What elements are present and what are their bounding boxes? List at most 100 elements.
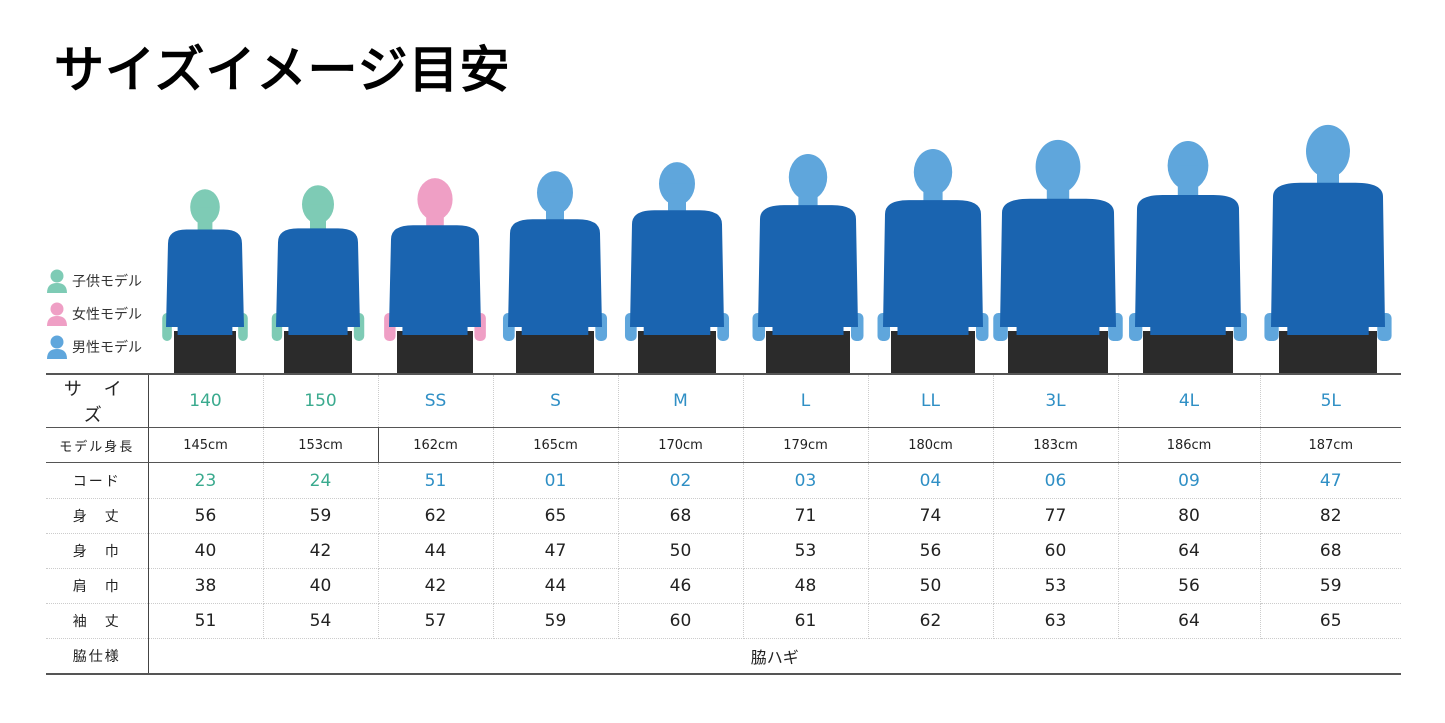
- table-row: コード 23 24 51 01 02 03 04 06 09 47: [46, 462, 1401, 499]
- table-row: 肩 巾 38 40 42 44 46 48 50 53 56 59: [46, 568, 1401, 604]
- cell: 47: [1260, 462, 1401, 499]
- row-label: 脇仕様: [46, 638, 149, 675]
- table-row: 身 丈 56 59 62 65 68 71 74 77 80 82: [46, 498, 1401, 534]
- cell: 74: [868, 498, 994, 534]
- model-figure: [502, 171, 608, 373]
- cell: 183cm: [993, 427, 1119, 463]
- cell: 09: [1118, 462, 1261, 499]
- cell: 04: [868, 462, 994, 499]
- cell: 187cm: [1260, 427, 1401, 463]
- cell: 53: [993, 568, 1119, 604]
- cell: 63: [993, 603, 1119, 639]
- cell: 82: [1260, 498, 1401, 534]
- cell: 162cm: [377, 427, 494, 463]
- cell: 44: [493, 568, 619, 604]
- row-label: 袖 丈: [46, 603, 149, 639]
- cell: 140: [148, 373, 264, 428]
- cell: 150: [263, 373, 379, 428]
- table-row: 袖 丈 51 54 57 59 60 61 62 63 64 65: [46, 603, 1401, 639]
- cell: 3L: [993, 373, 1119, 428]
- cell: 71: [743, 498, 869, 534]
- cell: 61: [743, 603, 869, 639]
- person-icon: [47, 269, 67, 293]
- cell: 186cm: [1118, 427, 1261, 463]
- cell: 38: [148, 568, 264, 604]
- model-figure: [384, 178, 486, 373]
- cell: 03: [743, 462, 869, 499]
- model-figure: [877, 149, 989, 373]
- cell: 60: [993, 533, 1119, 569]
- table-row: モデル身長 145cm 153cm 162cm 165cm 170cm 179cm 180cm…: [46, 427, 1401, 463]
- cell: LL: [868, 373, 994, 428]
- cell: 56: [148, 498, 264, 534]
- cell: 77: [993, 498, 1119, 534]
- model-figure: [624, 162, 730, 373]
- cell: 170cm: [618, 427, 744, 463]
- cell: 65: [493, 498, 619, 534]
- cell: S: [493, 373, 619, 428]
- cell: 68: [1260, 533, 1401, 569]
- model-figures: [162, 124, 1392, 373]
- cell: 46: [618, 568, 744, 604]
- cell: 50: [868, 568, 994, 604]
- cell: 40: [148, 533, 264, 569]
- table-row: サ イ ズ 140 150 SS S M L LL 3L 4L 5L: [46, 373, 1401, 428]
- cell: L: [743, 373, 869, 428]
- model-figure: [1264, 124, 1392, 373]
- cell: 50: [618, 533, 744, 569]
- legend-label: 子供モデル: [72, 274, 142, 290]
- cell: 56: [1118, 568, 1261, 604]
- cell: 06: [993, 462, 1119, 499]
- cell: 179cm: [743, 427, 869, 463]
- cell: 47: [493, 533, 619, 569]
- legend-item: 男性モデル: [46, 334, 142, 360]
- legend-item: 女性モデル: [46, 301, 142, 327]
- model-figure: [271, 185, 365, 373]
- cell: 180cm: [868, 427, 994, 463]
- cell: 54: [263, 603, 379, 639]
- cell: 23: [148, 462, 264, 499]
- cell: 4L: [1118, 373, 1261, 428]
- cell: 44: [378, 533, 494, 569]
- legend-item: 子供モデル: [46, 268, 142, 294]
- cell: 01: [493, 462, 619, 499]
- cell: 68: [618, 498, 744, 534]
- model-figure: [1129, 140, 1247, 373]
- row-label: サ イ ズ: [46, 373, 149, 428]
- cell: 48: [743, 568, 869, 604]
- cell: 51: [378, 462, 494, 499]
- size-table: サ イ ズ 140 150 SS S M L LL 3L 4L 5L モデル身長 145cm 153cm 1…: [46, 373, 1401, 675]
- row-label: 身 巾: [46, 533, 149, 569]
- row-label: 肩 巾: [46, 568, 149, 604]
- page-title: サイズイメージ目安: [54, 41, 511, 99]
- cell: M: [618, 373, 744, 428]
- model-figure: [162, 189, 248, 373]
- cell: 53: [743, 533, 869, 569]
- cell: SS: [378, 373, 494, 428]
- row-label: 身 丈: [46, 498, 149, 534]
- cell: 153cm: [263, 427, 379, 463]
- table-row: 身 巾 40 42 44 47 50 53 56 60 64 68: [46, 533, 1401, 569]
- cell: 59: [263, 498, 379, 534]
- side-spec-value: 脇ハギ: [148, 638, 1401, 675]
- cell: 02: [618, 462, 744, 499]
- cell: 64: [1118, 533, 1261, 569]
- row-label: モデル身長: [46, 427, 149, 463]
- cell: 40: [263, 568, 379, 604]
- cell: 5L: [1260, 373, 1401, 428]
- cell: 145cm: [148, 427, 264, 463]
- cell: 51: [148, 603, 264, 639]
- cell: 62: [378, 498, 494, 534]
- cell: 64: [1118, 603, 1261, 639]
- model-figure: [993, 139, 1123, 373]
- cell: 62: [868, 603, 994, 639]
- person-icon: [47, 302, 67, 326]
- cell: 165cm: [493, 427, 619, 463]
- cell: 24: [263, 462, 379, 499]
- legend-label: 女性モデル: [72, 307, 142, 323]
- model-figure: [752, 154, 864, 373]
- legend-label: 男性モデル: [72, 340, 142, 356]
- row-label: コード: [46, 462, 149, 499]
- cell: 80: [1118, 498, 1261, 534]
- cell: 56: [868, 533, 994, 569]
